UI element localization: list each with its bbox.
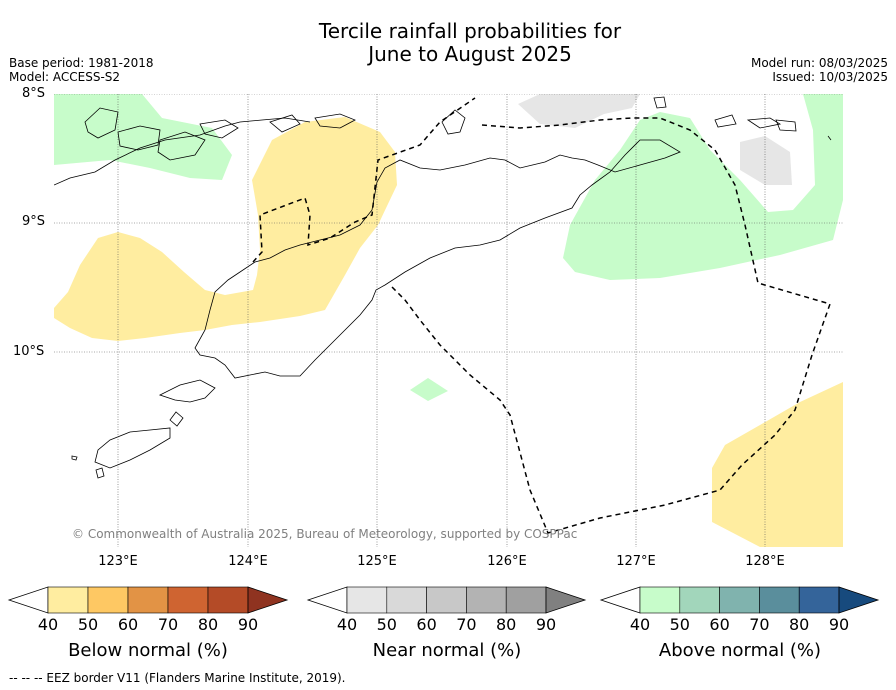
colorbar-below (7, 586, 289, 614)
colorbar-below-segment (207, 586, 249, 614)
colorbar-above-tick: 50 (669, 615, 690, 634)
colorbar-near-tick: 90 (535, 615, 557, 634)
colorbar-above-tick: 60 (709, 615, 730, 634)
colorbar-title-near: Near normal (%) (372, 640, 522, 661)
colorbar-near-segment (466, 586, 507, 614)
colorbar-near-tick: 70 (456, 615, 477, 634)
below-normal-region-southeast (712, 382, 843, 547)
eez-border (252, 97, 831, 534)
colorbar-below-tick: 50 (77, 615, 99, 634)
colorbar-below-segment (127, 586, 169, 614)
colorbar-below-tick: 70 (157, 615, 179, 634)
colorbar-near-tick: 40 (336, 615, 358, 634)
colorbar-below-segment (167, 586, 209, 614)
base-period: Base period: 1981-2018 (9, 56, 154, 70)
above-normal-region-small (410, 378, 448, 401)
colorbar-near-min-extension (306, 586, 348, 614)
lon-label-127e: 127°E (616, 554, 656, 569)
colorbar-near-tick: 60 (416, 615, 437, 634)
coastlines (54, 96, 832, 479)
issued-date: Issued: 10/03/2025 (772, 70, 888, 84)
copyright-notice: © Commonwealth of Australia 2025, Bureau… (72, 527, 578, 541)
below-normal-region-central (54, 117, 397, 341)
colorbar-below-segment (87, 586, 129, 614)
colorbar-title-below: Below normal (%) (68, 640, 228, 661)
colorbar-above-tick: 90 (828, 615, 850, 634)
colorbar-above-min-extension (599, 586, 641, 614)
map-title: Tercile rainfall probabilities for June … (0, 20, 896, 66)
eez-footnote: -- -- -- EEZ border V11 (Flanders Marine… (9, 671, 346, 685)
colorbar-above-segment (719, 586, 760, 614)
near-normal-region-north (518, 94, 640, 128)
colorbar-below-tick: 80 (197, 615, 219, 634)
colorbar-near-tick: 80 (496, 615, 517, 634)
model-run: Model run: 08/03/2025 (750, 56, 888, 70)
lat-label-10s: 10°S (13, 344, 45, 359)
colorbar-above-tick: 80 (789, 615, 810, 634)
lon-label-125e: 125°E (357, 554, 397, 569)
lon-label-126e: 126°E (487, 554, 527, 569)
near-normal-region-east (740, 136, 792, 185)
colorbar-above-segment (679, 586, 720, 614)
colorbar-above-tick: 70 (749, 615, 770, 634)
colorbar-near-segment (505, 586, 547, 614)
lat-label-8s: 8°S (22, 86, 46, 101)
colorbar-near-segment (386, 586, 427, 614)
colorbar-below-min-extension (7, 586, 49, 614)
colorbar-above (599, 586, 880, 614)
lon-label-128e: 128°E (745, 554, 785, 569)
colorbar-near-max-extension (545, 586, 587, 614)
colorbar-near-segment (346, 586, 388, 614)
colorbar-title-above: Above normal (%) (658, 640, 822, 661)
colorbar-near (306, 586, 587, 614)
colorbar-below-tick: 90 (237, 615, 259, 634)
colorbars (7, 586, 880, 614)
colorbar-below-segment (47, 586, 89, 614)
colorbar-above-segment (639, 586, 681, 614)
colorbar-near-segment (426, 586, 467, 614)
colorbar-above-tick: 40 (629, 615, 651, 634)
colorbar-below-tick: 40 (37, 615, 59, 634)
meta-right: Model run: 08/03/2025 Issued: 10/03/2025 (751, 56, 888, 84)
lon-label-124e: 124°E (228, 554, 268, 569)
colorbar-near-tick: 50 (376, 615, 397, 634)
lon-label-123e: 123°E (98, 554, 138, 569)
above-normal-region-east (563, 94, 843, 280)
colorbar-above-segment (759, 586, 800, 614)
meta-left: Base period: 1981-2018 Model: ACCESS-S2 (9, 56, 154, 84)
colorbar-below-tick: 60 (117, 615, 139, 634)
model-name: Model: ACCESS-S2 (9, 70, 121, 84)
colorbar-below-max-extension (247, 586, 289, 614)
above-normal-region-northwest (54, 94, 232, 180)
title-line-1: Tercile rainfall probabilities for (318, 19, 622, 43)
title-line-2: June to August 2025 (368, 42, 572, 66)
colorbar-above-max-extension (838, 586, 880, 614)
lat-label-9s: 9°S (22, 214, 46, 229)
colorbar-above-segment (798, 586, 840, 614)
